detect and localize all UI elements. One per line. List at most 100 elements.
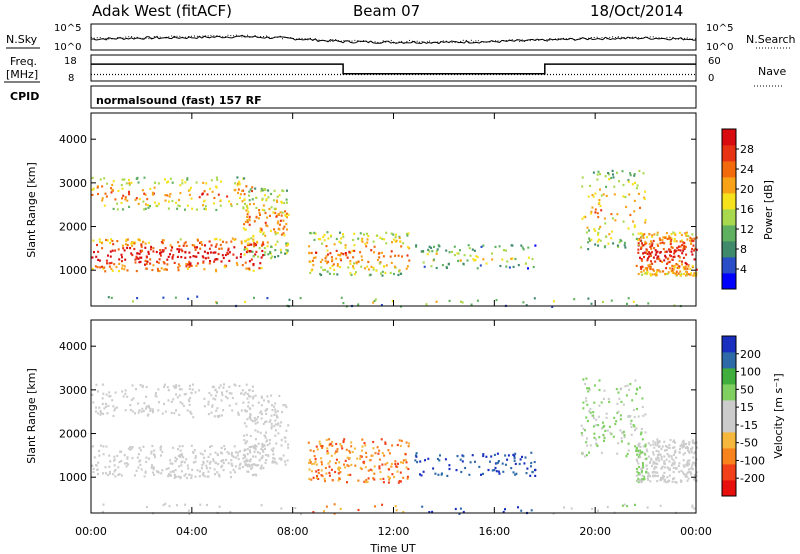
power-cell bbox=[260, 267, 263, 270]
power-cell bbox=[258, 247, 261, 250]
power-cell bbox=[153, 181, 156, 184]
velocity-cell bbox=[233, 445, 236, 448]
velocity-cell bbox=[497, 461, 499, 464]
velocity-cell bbox=[681, 471, 684, 474]
power-cell bbox=[185, 244, 188, 247]
power-cell bbox=[640, 270, 643, 273]
power-cell bbox=[505, 265, 508, 268]
velocity-cell bbox=[313, 455, 316, 458]
velocity-cell bbox=[595, 424, 598, 427]
velocity-cell bbox=[246, 463, 249, 466]
velocity-cell bbox=[595, 438, 597, 441]
velocity-cell bbox=[250, 418, 253, 421]
power-cell bbox=[643, 197, 646, 200]
power-cell bbox=[381, 237, 384, 240]
power-cell bbox=[216, 178, 219, 181]
velocity-cell bbox=[254, 429, 257, 432]
power-cell bbox=[661, 260, 663, 263]
velocity-cell bbox=[254, 448, 257, 451]
velocity-cell bbox=[244, 410, 247, 413]
power-cell bbox=[112, 243, 115, 246]
power-cell bbox=[101, 185, 104, 188]
velocity-cell bbox=[316, 475, 318, 478]
power-cell bbox=[691, 253, 694, 256]
power-cell bbox=[253, 244, 256, 247]
velocity-cell bbox=[163, 402, 165, 406]
velocity-cell bbox=[252, 397, 255, 400]
velocity-cell bbox=[616, 411, 619, 414]
velocity-cell bbox=[399, 444, 402, 448]
velocity-cell bbox=[143, 475, 146, 478]
power-cell bbox=[111, 183, 114, 186]
velocity-cell bbox=[214, 451, 217, 454]
power-cell bbox=[248, 268, 251, 271]
power-cell bbox=[249, 188, 252, 191]
velocity-cell bbox=[161, 469, 164, 472]
velocity-cell bbox=[381, 452, 384, 455]
velocity-cell bbox=[364, 444, 367, 447]
velocity-cell bbox=[620, 437, 623, 440]
velocity-cell bbox=[680, 469, 683, 472]
range-tick-label: 4000 bbox=[59, 340, 87, 353]
power-cell bbox=[101, 247, 104, 250]
power-cell bbox=[637, 243, 640, 246]
velocity-cell bbox=[315, 476, 318, 479]
velocity-cell bbox=[653, 446, 656, 449]
power-cell bbox=[280, 251, 283, 254]
velocity-cell bbox=[649, 480, 652, 483]
power-cell bbox=[385, 242, 388, 245]
power-cell bbox=[129, 247, 132, 250]
power-cell bbox=[321, 258, 324, 261]
power-cell bbox=[320, 273, 323, 277]
velocity-cell bbox=[266, 444, 269, 447]
velocity-cell bbox=[180, 461, 183, 464]
power-cell bbox=[276, 222, 279, 225]
power-cell bbox=[695, 236, 698, 239]
velocity-cell bbox=[622, 403, 625, 406]
power-cell bbox=[406, 254, 409, 257]
power-cell bbox=[172, 254, 175, 257]
velocity-cell bbox=[260, 464, 263, 467]
velocity-cell bbox=[593, 432, 596, 435]
velocity-cell bbox=[626, 452, 629, 456]
velocity-cell bbox=[99, 413, 102, 416]
power-cell bbox=[428, 250, 431, 253]
velocity-cell bbox=[624, 385, 627, 388]
power-cell bbox=[325, 245, 328, 248]
power-cell bbox=[674, 233, 677, 236]
power-cell bbox=[168, 195, 171, 198]
velocity-cell bbox=[216, 471, 219, 474]
velocity-cell bbox=[592, 425, 595, 428]
velocity-cell bbox=[384, 441, 387, 444]
power-cell bbox=[163, 268, 166, 271]
velocity-cell bbox=[593, 401, 596, 404]
velocity-cell bbox=[130, 447, 133, 450]
power-cell bbox=[274, 211, 277, 215]
velocity-cell bbox=[311, 462, 314, 466]
velocity-cell bbox=[342, 440, 345, 444]
power-cell bbox=[597, 233, 599, 236]
velocity-cell bbox=[588, 388, 591, 391]
velocity-cell bbox=[169, 470, 172, 474]
velocity-cell bbox=[494, 466, 497, 470]
power-cell bbox=[276, 232, 279, 235]
velocity-cell bbox=[202, 462, 205, 465]
velocity-cell bbox=[388, 452, 391, 455]
velocity-cell bbox=[175, 384, 178, 387]
power-cell bbox=[355, 271, 357, 274]
velocity-cell bbox=[226, 451, 229, 454]
velocity-cell bbox=[260, 410, 263, 413]
noise-tick-left-top: 10^5 bbox=[54, 23, 81, 34]
velocity-cell bbox=[228, 452, 230, 455]
velocity-cell bbox=[109, 471, 111, 474]
power-cell bbox=[312, 264, 315, 267]
power-cell bbox=[121, 197, 123, 200]
power-cell bbox=[144, 193, 147, 196]
velocity-cell bbox=[127, 463, 130, 466]
velocity-cell bbox=[673, 463, 676, 466]
power-cell bbox=[308, 245, 311, 248]
power-cell bbox=[269, 229, 272, 232]
power-cell bbox=[599, 225, 602, 228]
power-cell bbox=[209, 260, 211, 263]
